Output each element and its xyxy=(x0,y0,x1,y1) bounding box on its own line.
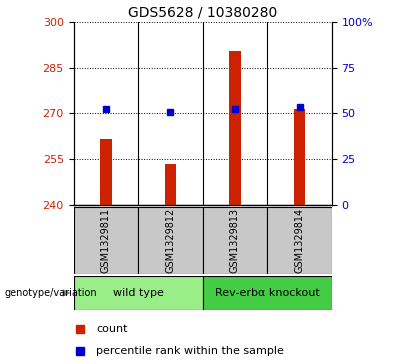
Text: GSM1329812: GSM1329812 xyxy=(165,208,176,273)
Title: GDS5628 / 10380280: GDS5628 / 10380280 xyxy=(128,5,277,19)
Bar xyxy=(100,139,112,205)
Bar xyxy=(138,207,202,274)
Bar xyxy=(267,207,332,274)
Text: count: count xyxy=(96,324,128,334)
Text: wild type: wild type xyxy=(113,288,163,298)
Bar xyxy=(74,207,138,274)
Text: GSM1329814: GSM1329814 xyxy=(294,208,304,273)
Text: GSM1329811: GSM1329811 xyxy=(101,208,111,273)
Bar xyxy=(294,109,305,205)
Text: genotype/variation: genotype/variation xyxy=(4,288,97,298)
Text: Rev-erbα knockout: Rev-erbα knockout xyxy=(215,288,320,298)
Text: percentile rank within the sample: percentile rank within the sample xyxy=(96,346,284,356)
Bar xyxy=(203,276,332,310)
Bar xyxy=(74,276,203,310)
Text: GSM1329813: GSM1329813 xyxy=(230,208,240,273)
Bar xyxy=(229,51,241,205)
Bar xyxy=(203,207,267,274)
Bar xyxy=(165,164,176,205)
